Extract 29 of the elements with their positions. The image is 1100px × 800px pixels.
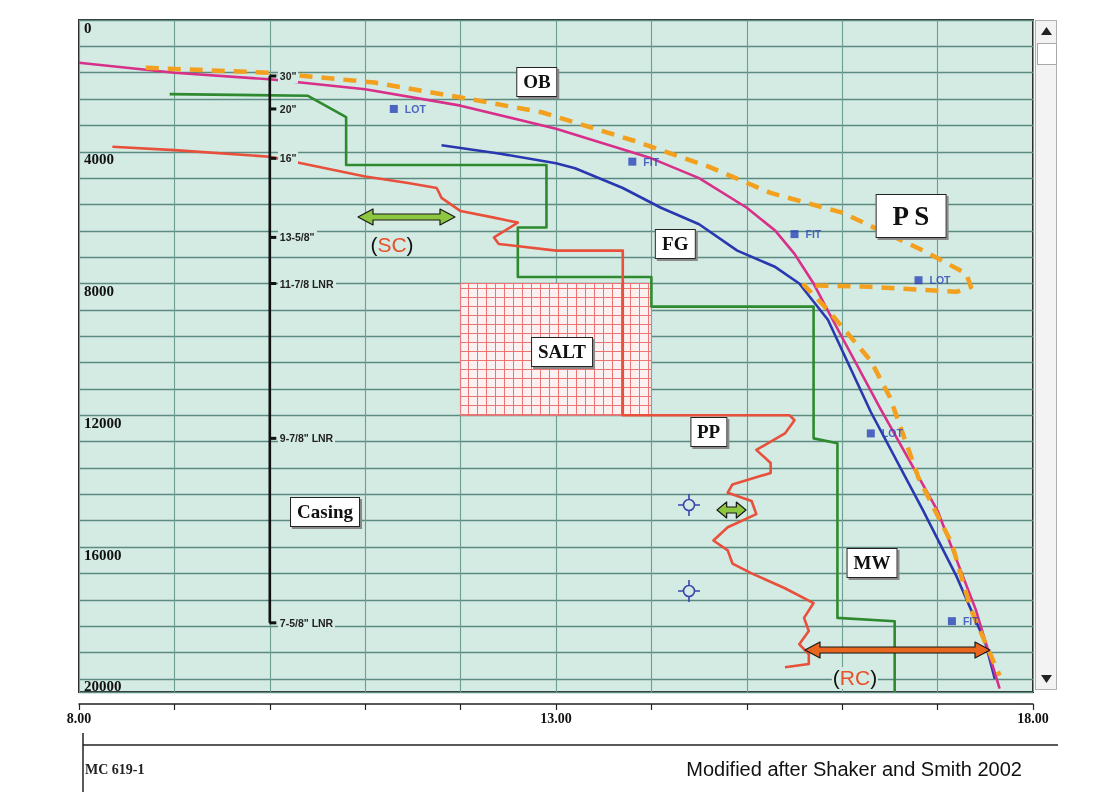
annotation: 16" xyxy=(277,151,299,166)
y-tick-label: 20000 xyxy=(84,678,122,695)
annotation: 9-7/8" LNR xyxy=(277,431,336,446)
text: Modified after Shaker and Smith 2002 xyxy=(686,758,1022,781)
data-label: LOT xyxy=(404,102,427,115)
x-tick-label: 8.00 xyxy=(66,710,92,726)
annotation: 13-5/8" xyxy=(277,230,317,245)
annotation: 11-7/8 LNR xyxy=(277,276,336,291)
annotation: Casing xyxy=(290,497,360,527)
x-tick-label: 18.00 xyxy=(1017,710,1049,726)
annotation: (SC) xyxy=(370,233,414,256)
y-tick-label: 0 xyxy=(84,19,92,36)
y-tick-label: 4000 xyxy=(84,151,114,168)
annotation: 30" xyxy=(277,69,299,83)
annotation: P S xyxy=(875,194,947,238)
annotation: PP xyxy=(690,416,728,447)
y-tick-label: 12000 xyxy=(84,414,122,431)
annotation: 20" xyxy=(277,101,299,116)
annotation: (RC) xyxy=(832,666,878,689)
annotation: FG xyxy=(655,229,696,259)
text: MC 619-1 xyxy=(85,762,145,778)
annotation: SALT xyxy=(531,337,593,367)
data-label: FIT xyxy=(805,228,822,241)
y-tick-label: 8000 xyxy=(84,283,114,300)
annotation: 7-5/8" LNR xyxy=(277,615,336,630)
annotation: MW xyxy=(846,548,898,578)
annotation: OB xyxy=(516,67,558,97)
x-tick-label: 13.00 xyxy=(540,710,572,726)
y-tick-label: 16000 xyxy=(84,546,122,563)
